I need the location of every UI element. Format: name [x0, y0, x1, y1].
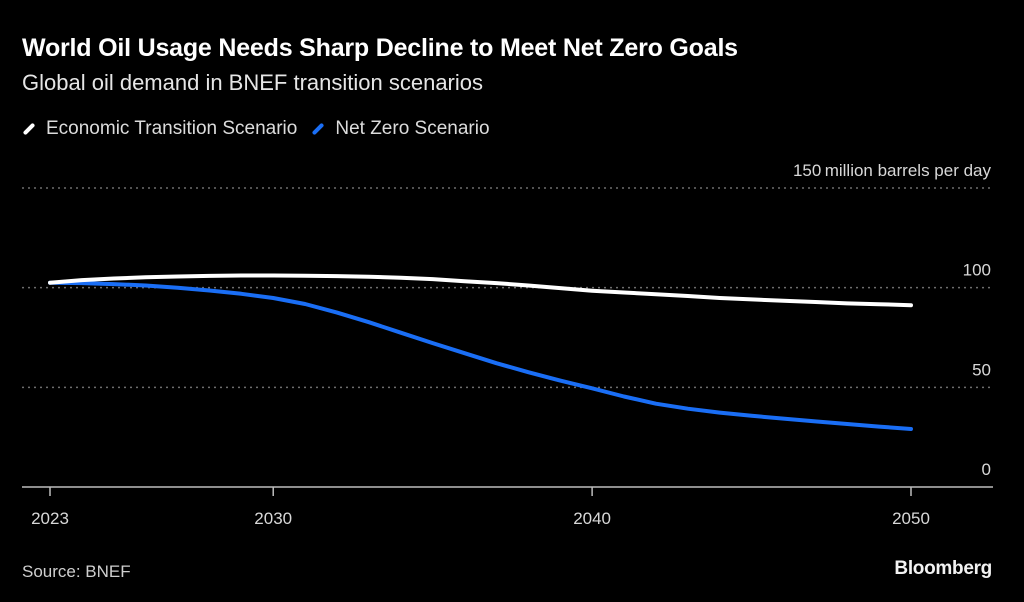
x-tick-label-2023: 2023	[31, 509, 69, 528]
y-tick-label-50: 50	[972, 360, 991, 379]
legend: Economic Transition Scenario Net Zero Sc…	[22, 118, 504, 140]
bloomberg-logo: Bloomberg	[894, 558, 992, 579]
y-tick-label-150: 150 million barrels per day	[793, 161, 992, 180]
x-tick-label-2040: 2040	[573, 509, 611, 528]
series-line-economic-transition	[48, 273, 913, 308]
series-lines	[48, 273, 913, 431]
source-note: Source: BNEF	[22, 562, 131, 581]
legend-item-net-zero: Net Zero Scenario	[311, 118, 490, 140]
series-line-net-zero	[48, 280, 913, 431]
x-tick-label-2030: 2030	[254, 509, 292, 528]
x-axis: 2023 2030 2040 2050	[22, 486, 993, 528]
x-tick-label-2050: 2050	[892, 509, 930, 528]
legend-label-economic-transition: Economic Transition Scenario	[46, 118, 298, 139]
y-tick-label-0: 0	[982, 460, 991, 479]
y-tick-label-100: 100	[963, 261, 991, 280]
chart-subtitle: Global oil demand in BNEF transition sce…	[22, 70, 484, 95]
legend-label-net-zero: Net Zero Scenario	[335, 118, 490, 139]
y-axis-tick-labels: 0 50 100 150 million barrels per day	[793, 161, 992, 479]
legend-item-economic-transition: Economic Transition Scenario	[22, 118, 297, 140]
chart-title: World Oil Usage Needs Sharp Decline to M…	[22, 34, 738, 62]
